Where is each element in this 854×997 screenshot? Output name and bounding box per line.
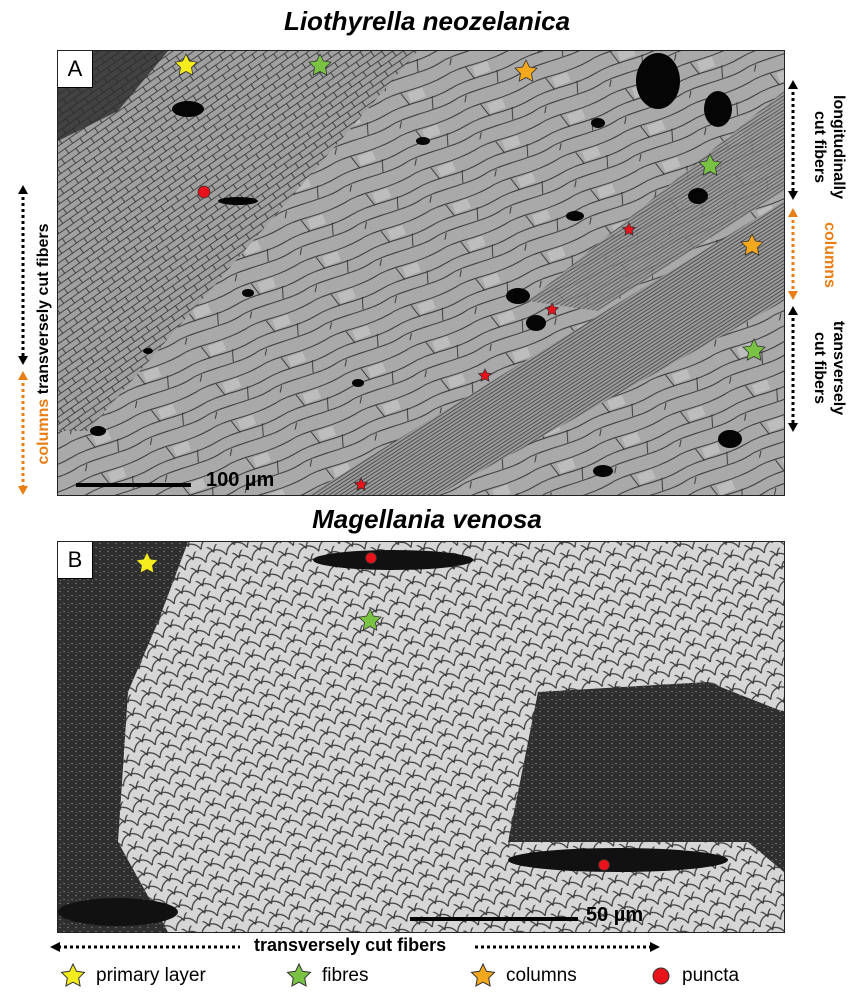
fibres-star xyxy=(308,53,332,76)
scale-bar-a xyxy=(76,483,191,487)
scale-bar-b xyxy=(410,917,578,921)
legend-fibres: fibres xyxy=(286,962,368,990)
columns-star-icon xyxy=(470,963,496,987)
panel-b-title: Magellania venosa xyxy=(312,504,542,534)
fibres-star xyxy=(742,338,766,361)
legend-puncta-label: puncta xyxy=(682,965,740,986)
legend-columns-label: columns xyxy=(506,965,577,986)
left-arrows xyxy=(18,185,28,495)
right-label-transverse-line2: cut fibers xyxy=(811,331,828,404)
primary-layer-star xyxy=(135,551,159,574)
legend-primary-layer: primary layer xyxy=(60,962,206,990)
fibres-star xyxy=(358,608,382,631)
panel-b-micrograph: B 50 µm xyxy=(57,541,785,933)
left-label-columns: columns xyxy=(35,398,52,465)
right-arrows xyxy=(788,80,798,432)
puncta-dot xyxy=(197,185,211,199)
panel-a-micrograph: A 100 µm xyxy=(57,50,785,496)
legend-primary-layer-label: primary layer xyxy=(96,965,206,986)
puncta-dot-icon xyxy=(652,967,670,985)
panel-b-letter: B xyxy=(58,542,93,579)
panel-b-image xyxy=(58,542,784,932)
left-side-label: columns transversely cut fibers xyxy=(35,179,55,509)
scale-bar-a-label: 100 µm xyxy=(206,469,275,491)
columns-star xyxy=(740,233,764,256)
columns-star xyxy=(514,59,538,82)
bottom-label-transverse: transversely cut fibers xyxy=(254,935,447,955)
panel-a-image xyxy=(58,51,784,495)
legend-fibres-label: fibres xyxy=(322,965,369,986)
primary-layer-star xyxy=(174,53,198,76)
fibres-star xyxy=(698,153,722,176)
left-label-transverse: transversely cut fibers xyxy=(35,223,52,395)
right-label-transverse-line1: transversely xyxy=(830,320,847,416)
right-label-transverse: transversely cut fibers xyxy=(808,298,848,438)
scale-bar-b-label: 50 µm xyxy=(586,904,644,926)
puncta-dot xyxy=(365,552,377,564)
panel-a-letter: A xyxy=(58,51,93,88)
right-label-columns: columns xyxy=(821,222,838,288)
fibres-star-icon xyxy=(286,963,312,987)
right-label-longitudinal-line2: cut fibers xyxy=(811,110,828,183)
primary-layer-star-icon xyxy=(60,963,86,987)
legend-columns: columns xyxy=(470,962,577,990)
right-label-longitudinal-line1: longitudinally xyxy=(830,95,847,199)
panel-a-title: Liothyrella neozelanica xyxy=(283,6,571,36)
puncta-dot xyxy=(598,859,610,871)
bottom-arrows xyxy=(50,942,660,952)
legend-puncta: puncta xyxy=(650,962,739,990)
right-label-columns-wrap: columns xyxy=(818,205,838,305)
right-label-longitudinal: longitudinally cut fibers xyxy=(808,82,848,212)
